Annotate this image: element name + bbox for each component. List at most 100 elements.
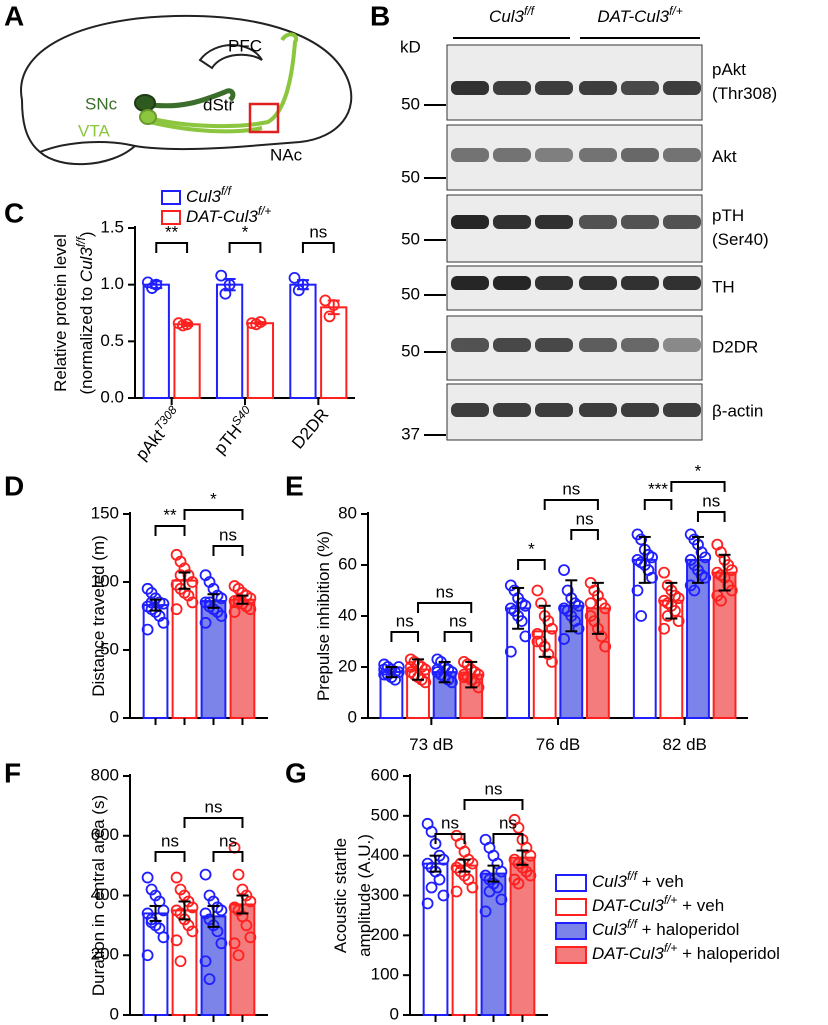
y-tick-label: 600 [91,825,119,844]
kd-label: kD [400,37,421,56]
western-blot: Cul3f/f DAT-Cul3f/+ kD 50 pAkt (Thr308) 50 Akt 5… [400,4,777,443]
y-tick-label: 500 [371,805,399,824]
significance-label: ns [161,831,179,850]
significance-label: ** [165,222,179,241]
data-point [186,901,199,914]
marker-label: 50 [401,167,420,186]
data-point [572,599,585,612]
legend-swatch [555,922,587,940]
brain-label: NAc [270,145,303,164]
bar [142,604,169,719]
y-tick-label: 1.5 [100,217,124,236]
data-point [546,656,558,668]
y-tick-label: 100 [371,965,399,984]
y-axis-label: Prepulse inhibition (%) [314,531,333,701]
data-point [145,916,158,929]
blot-strip [446,194,703,263]
data-point [450,861,463,874]
text-part: + haloperidol [677,944,780,963]
data-point [141,949,154,962]
blot-row-label: pAkt [712,60,746,79]
significance-label: * [242,222,249,241]
data-point [458,668,470,681]
cerebellum-line [39,141,136,153]
blot-band [663,276,701,290]
bar [173,323,201,400]
text-part: (normalized to [77,282,96,394]
text-part: DAT-Cul3 [186,207,258,226]
y-axis-label: (normalized to Cul3f/f) [74,232,96,395]
y-tick-label: 200 [91,945,119,964]
significance-label: ns [576,509,594,528]
blot-band [621,215,659,229]
blot-band [493,81,531,95]
blot-band [451,276,489,290]
data-point [631,584,644,597]
data-point [215,610,228,622]
data-point [466,857,479,870]
data-point [479,869,492,882]
data-point [519,599,532,612]
y-tick-label: 20 [338,656,357,675]
blot-band [535,81,573,95]
significance-bracket [155,242,189,253]
significance-bracket [183,509,244,520]
blot-strip [446,383,703,441]
text-part: Distance traveled (m) [89,535,108,697]
data-point [244,931,257,944]
blot-row-label: Akt [712,147,737,166]
marker-label: 37 [401,424,420,443]
significance-label: ns [219,525,237,544]
text-part: f/f [221,184,233,198]
text-part: 76 dB [536,735,580,754]
vta [139,109,157,125]
data-point [421,857,434,870]
data-point [157,616,170,629]
blot-group-label: DAT-Cul3f/+ [597,4,682,26]
data-point [495,893,508,906]
bar [246,322,275,400]
data-point [288,271,301,284]
brain-label: dStr [203,95,235,114]
data-point [232,868,245,881]
blot-band [493,403,531,417]
blot-band [579,215,617,229]
data-point [504,645,517,658]
significance-bracket [390,631,420,642]
data-point [635,610,648,622]
brain-label: VTA [78,121,110,140]
y-tick-label: 0 [390,1004,399,1023]
blot-band [663,215,701,229]
significance-bracket [492,833,524,844]
panel-letter: F [4,757,21,788]
data-point [174,569,187,582]
significance-label: ** [163,505,177,524]
blot-strip [446,265,703,311]
data-point [515,615,528,627]
data-point [215,904,228,917]
significance-label: ns [309,222,327,241]
y-tick-label: 100 [91,571,119,590]
blot-strip [446,124,703,191]
data-point [228,606,241,618]
significance-bracket [228,242,262,253]
blot-strip [446,44,703,121]
data-point [672,592,685,605]
blot-band [621,81,659,95]
data-point [157,931,170,944]
significance-bracket [212,851,244,862]
x-tick-label: D2DR [289,405,333,453]
data-point [141,871,154,884]
data-point [450,885,463,898]
mesolimbic-path [149,120,263,134]
y-tick-label: 400 [371,845,399,864]
data-point [425,881,438,894]
data-point [145,596,158,609]
x-tick-label: pAktT308 [130,403,187,464]
brain-label: SNc [85,94,118,113]
significance-bracket [443,631,473,642]
data-point [508,873,521,886]
data-point [378,663,391,676]
blot-band [451,81,489,95]
